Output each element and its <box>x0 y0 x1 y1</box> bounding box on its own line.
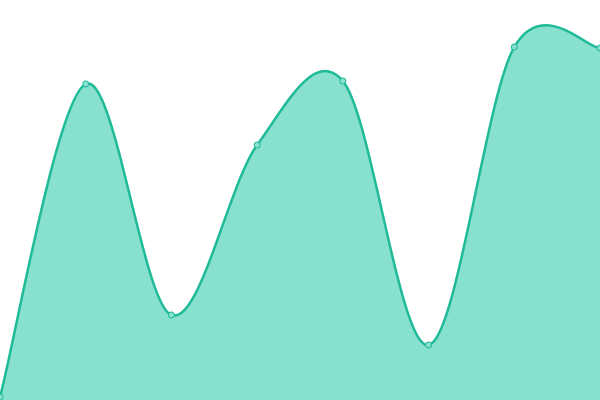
point <box>167 311 175 319</box>
point <box>425 341 433 349</box>
point <box>596 44 600 52</box>
area-fill <box>0 25 600 400</box>
point <box>339 77 347 85</box>
point <box>253 141 261 149</box>
point <box>510 43 518 51</box>
point <box>82 80 90 88</box>
point <box>0 393 4 400</box>
